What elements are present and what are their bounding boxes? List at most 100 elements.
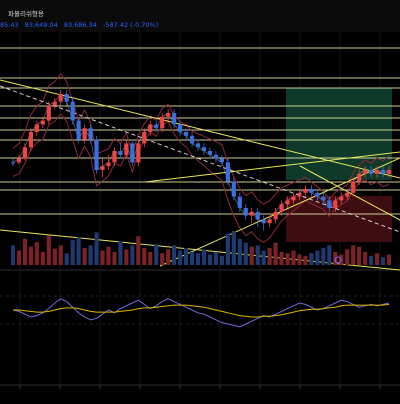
- volume-bar: [28, 246, 33, 265]
- volume-bar: [76, 237, 81, 265]
- volume-bar: [195, 253, 201, 265]
- candle-body: [166, 113, 171, 117]
- volume-bar: [386, 254, 392, 265]
- candle-body: [172, 113, 177, 125]
- candle-body: [285, 200, 290, 205]
- volume-bar: [100, 250, 105, 265]
- candle-body: [321, 196, 326, 201]
- volume-bar: [136, 236, 141, 265]
- info-change: -587.42 (-0.70%): [103, 21, 159, 29]
- volume-bar: [166, 249, 171, 265]
- candle-body: [58, 94, 63, 102]
- volume-bar: [351, 245, 356, 265]
- volume-bar: [261, 250, 266, 265]
- candle-body: [380, 170, 386, 174]
- volume-bar: [40, 251, 45, 265]
- candle-body: [142, 132, 147, 144]
- rsi-signal-line: [13, 303, 390, 318]
- volume-bar: [291, 250, 296, 265]
- candle-body: [231, 181, 236, 197]
- candle-body: [243, 208, 248, 216]
- volume-bar: [315, 250, 320, 265]
- volume-bar: [148, 251, 153, 265]
- volume-bar: [154, 244, 159, 265]
- candle-body: [100, 166, 105, 170]
- candle-body: [112, 151, 117, 163]
- candle-body: [213, 154, 219, 159]
- chart-header: 파볼리쉬형용 85.43 83,649.04 83,686.34 -587.42…: [0, 0, 400, 32]
- candle-body: [291, 196, 296, 201]
- volume-bar: [88, 245, 93, 265]
- candle-body: [76, 120, 81, 140]
- volume-bar: [142, 248, 147, 265]
- stop-loss-zone: [286, 196, 392, 242]
- trendline-wedge-lower: [299, 165, 400, 221]
- volume-bar: [374, 253, 380, 265]
- volume-bar: [178, 250, 183, 265]
- volume-bar: [303, 255, 308, 265]
- volume-bar: [189, 251, 195, 265]
- volume-bar: [64, 253, 69, 265]
- volume-bar: [357, 246, 362, 265]
- volume-bar: [225, 233, 230, 265]
- candle-body: [261, 219, 266, 224]
- volume-bar: [183, 248, 189, 265]
- volume-bar: [309, 253, 314, 265]
- candle-body: [279, 204, 284, 212]
- volume-bar: [82, 248, 87, 265]
- volume-bar: [327, 245, 332, 265]
- volume-bar: [297, 254, 302, 265]
- candle-body: [118, 151, 123, 155]
- volume-bar: [22, 238, 28, 265]
- volume-bar: [201, 249, 207, 265]
- volume-bar: [345, 249, 350, 265]
- volume-bar: [94, 232, 99, 265]
- volume-bar: [249, 246, 254, 265]
- candle-body: [225, 162, 230, 182]
- candle-body: [46, 105, 51, 121]
- candle-body: [237, 196, 242, 208]
- take-profit-zone: [286, 88, 392, 180]
- candle-body: [363, 170, 368, 174]
- volume-bar: [112, 251, 117, 265]
- candle-body: [255, 211, 260, 220]
- candle-body: [70, 101, 75, 121]
- bollinger-lower: [12, 113, 390, 243]
- candle-body: [124, 143, 129, 155]
- volume-bar: [321, 248, 326, 265]
- info-value-3: 83,686.34: [63, 21, 97, 29]
- bollinger-mid: [12, 93, 390, 224]
- bollinger-upper: [12, 73, 390, 205]
- candle-body: [183, 132, 189, 136]
- volume-bar: [255, 245, 260, 265]
- volume-bar: [172, 245, 177, 265]
- volume-bar: [237, 238, 242, 265]
- volume-bar: [279, 251, 284, 265]
- candle-body: [309, 189, 314, 193]
- candle-body: [327, 200, 332, 208]
- volume-bar: [231, 231, 236, 265]
- candle-body: [369, 170, 374, 174]
- candle-body: [130, 143, 135, 163]
- candle-body: [303, 189, 308, 193]
- volume-bar: [124, 249, 129, 265]
- volume-bar: [46, 235, 51, 265]
- info-value-1: 85.43: [0, 21, 19, 29]
- volume-bar: [267, 248, 272, 265]
- candle-body: [28, 132, 33, 148]
- candle-body: [345, 192, 350, 197]
- candle-body: [160, 116, 165, 129]
- volume-bar: [369, 255, 374, 265]
- rsi-line: [12, 298, 390, 328]
- candle-body: [10, 162, 16, 164]
- candle-body: [297, 192, 302, 197]
- candle-body: [386, 170, 392, 174]
- volume-bar: [219, 255, 224, 265]
- candle-body: [64, 94, 69, 102]
- candle-body: [22, 147, 28, 159]
- volume-bar: [118, 241, 123, 265]
- candle-body: [52, 101, 57, 106]
- candle-body: [94, 139, 99, 170]
